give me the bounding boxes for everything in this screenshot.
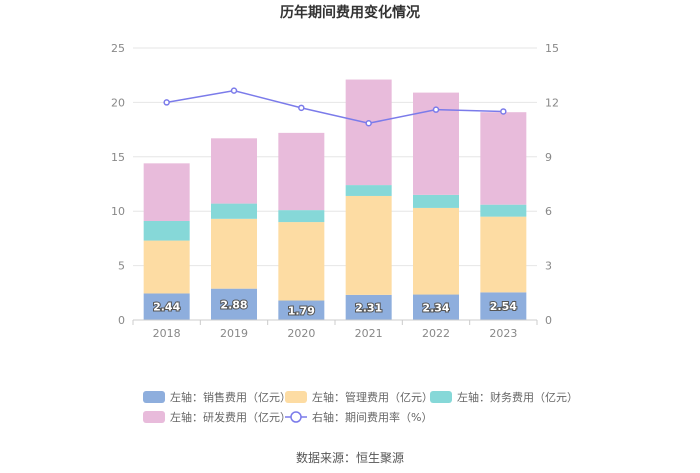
left-axis: 0 5 10 15 20 25: [111, 42, 125, 327]
bar-segment-0-2020: [278, 300, 325, 320]
right-tick-label: 3: [545, 260, 552, 273]
bar-segment-2-2022: [413, 194, 459, 208]
bar-segment-1-2022: [413, 207, 459, 295]
bar-segment-0-2022: [413, 294, 459, 320]
legend-swatch: [430, 391, 452, 403]
x-tick-label: 2023: [489, 327, 517, 340]
bar-segment-2-2023: [480, 204, 527, 217]
grid: [133, 47, 537, 321]
right-tick-label: 0: [545, 314, 552, 327]
x-tick-label: 2021: [355, 327, 383, 340]
bar-segment-0-2021: [345, 294, 392, 320]
x-tick-label: 2020: [287, 327, 315, 340]
rate-point: [500, 108, 507, 115]
bar-segment-3-2020: [278, 132, 325, 211]
bar-segment-2-2018: [143, 220, 190, 241]
bar-segment-2-2021: [345, 185, 392, 196]
bar-segment-1-2021: [345, 195, 392, 295]
bar-segment-3-2023: [480, 112, 527, 205]
rate-point: [365, 120, 372, 127]
bar-segment-1-2018: [143, 240, 190, 294]
data-label: 2.34: [422, 301, 449, 314]
right-tick-label: 12: [545, 96, 559, 109]
data-label: 1.79: [288, 304, 315, 317]
rate-point: [163, 99, 170, 106]
legend: 左轴：销售费用（亿元） 左轴：管理费用（亿元） 左轴：财务费用（亿元） 左轴：研发费用…: [143, 390, 578, 424]
bar-segment-2-2020: [278, 210, 325, 223]
chart-title: 历年期间费用变化情况: [280, 4, 420, 21]
legend-swatch: [143, 411, 165, 423]
left-tick-label: 0: [118, 314, 125, 327]
left-tick-label: 5: [118, 260, 125, 273]
rate-point: [298, 104, 305, 112]
legend-label: 左轴：研发费用（亿元）: [170, 410, 291, 424]
left-tick-label: 10: [111, 205, 125, 218]
x-tick-label: 2022: [422, 327, 450, 340]
x-tick-label: 2018: [153, 327, 181, 340]
legend-item-2[interactable]: 左轴：财务费用（亿元）: [430, 390, 578, 404]
right-tick-label: 6: [545, 205, 552, 218]
legend-marker: [290, 411, 302, 423]
left-tick-label: 25: [111, 42, 125, 55]
bar-segment-1-2020: [278, 222, 325, 301]
data-label: 2.88: [220, 298, 247, 311]
data-label: 2.44: [153, 301, 180, 314]
rate-line: [163, 87, 507, 127]
legend-label: 右轴：期间费用率（%）: [312, 410, 432, 424]
right-tick-label: 15: [545, 42, 559, 55]
legend-label: 左轴：管理费用（亿元）: [312, 390, 433, 404]
left-tick-label: 15: [111, 151, 125, 164]
bar-segment-3-2021: [345, 79, 392, 186]
right-axis: 0 3 6 9 12 15: [545, 42, 559, 327]
x-tick-label: 2019: [220, 327, 248, 340]
bar-segment-3-2018: [143, 163, 190, 221]
legend-swatch: [143, 391, 165, 403]
bar-segment-1-2019: [211, 218, 257, 289]
bar-segment-0-2018: [143, 293, 190, 320]
legend-swatch: [285, 391, 307, 403]
legend-item-1[interactable]: 左轴：管理费用（亿元）: [285, 390, 433, 404]
rate-point: [230, 87, 238, 94]
bar-segment-0-2023: [480, 292, 527, 320]
legend-item-4[interactable]: 右轴：期间费用率（%）: [285, 410, 432, 424]
source-note: 数据来源：恒生聚源: [296, 450, 404, 465]
rate-point: [432, 106, 440, 113]
legend-item-0[interactable]: 左轴：销售费用（亿元）: [143, 390, 291, 404]
bar-segment-0-2019: [211, 288, 257, 320]
legend-label: 左轴：财务费用（亿元）: [457, 390, 578, 404]
legend-label: 左轴：销售费用（亿元）: [170, 390, 291, 404]
bar-segment-1-2023: [480, 216, 527, 293]
bar-segment-2-2019: [211, 203, 257, 219]
data-label: 2.54: [490, 300, 517, 313]
legend-item-3[interactable]: 左轴：研发费用（亿元）: [143, 410, 291, 424]
x-axis: 2018 2019 2020 2021 2022 2023: [132, 319, 538, 340]
right-tick-label: 9: [545, 151, 552, 164]
rate-line-path: [166, 89, 504, 125]
bar-segment-3-2019: [211, 138, 257, 204]
data-label: 2.31: [355, 301, 382, 314]
left-tick-label: 20: [111, 96, 125, 109]
